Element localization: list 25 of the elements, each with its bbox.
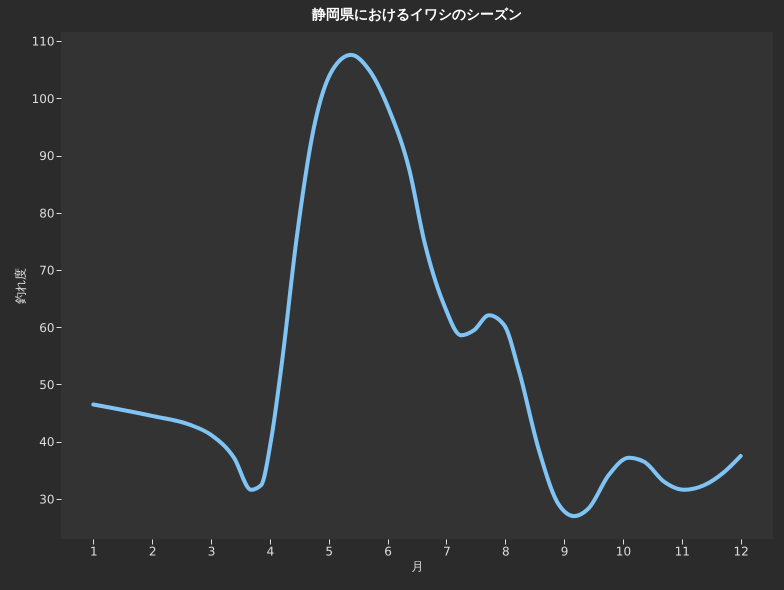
y-tick-label: 70 [39, 264, 54, 278]
x-tick-label: 9 [560, 544, 568, 558]
chart-title: 静岡県におけるイワシのシーズン [311, 7, 522, 23]
y-tick-label: 50 [39, 378, 54, 392]
line-series [91, 52, 743, 518]
x-tick-label: 3 [208, 544, 216, 558]
x-tick-label: 4 [266, 544, 274, 558]
y-axis-title: 釣れ度 [14, 268, 28, 304]
x-tick-label: 2 [148, 544, 157, 558]
x-tick-label: 11 [674, 544, 690, 558]
x-tick-label: 7 [443, 544, 451, 558]
y-tick-label: 110 [32, 34, 54, 49]
x-tick-label: 6 [384, 544, 392, 558]
y-tick-label: 90 [39, 149, 54, 164]
y-tick-label: 60 [39, 320, 54, 335]
y-tick-label: 30 [39, 492, 54, 506]
x-tick-label: 1 [90, 544, 98, 558]
x-tick-label: 5 [325, 544, 334, 558]
y-tick-label: 40 [39, 435, 54, 450]
x-tick-label: 12 [733, 544, 749, 558]
x-axis-title: 月 [412, 560, 424, 574]
x-tick-label: 8 [502, 544, 510, 558]
y-tick-label: 100 [32, 92, 54, 106]
y-tick-label: 80 [39, 206, 54, 220]
x-tick-label: 10 [616, 544, 632, 558]
